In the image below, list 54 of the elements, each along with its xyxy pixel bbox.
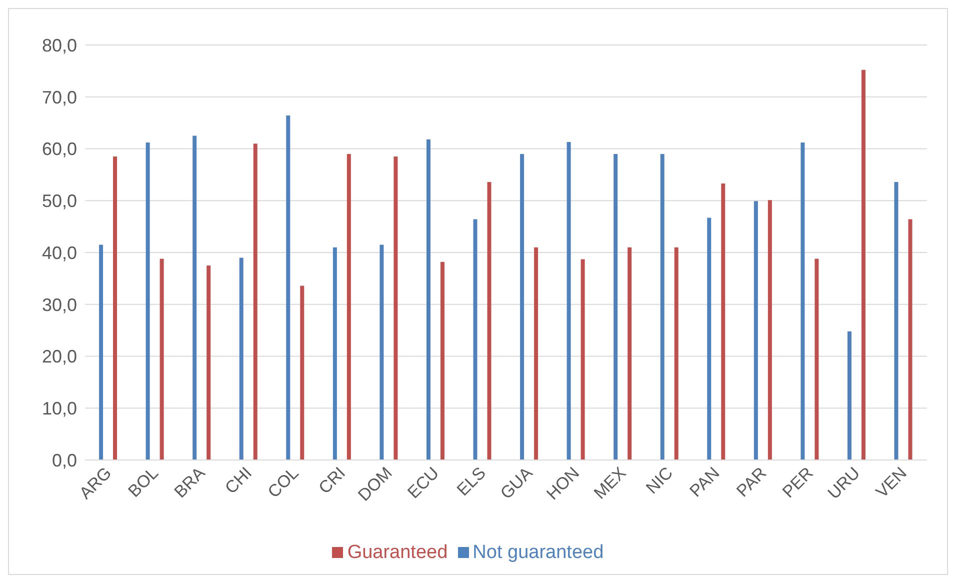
- bar: [332, 247, 337, 460]
- bar: [520, 154, 524, 460]
- y-tick-label: 50,0: [42, 191, 77, 212]
- bar: [346, 154, 351, 460]
- bar: [146, 142, 150, 460]
- bar: [754, 201, 758, 460]
- bar: [192, 136, 197, 460]
- y-tick-label: 30,0: [42, 294, 77, 315]
- bar: [394, 156, 398, 460]
- x-tick-label: CHI: [221, 463, 256, 498]
- bar: [380, 244, 384, 460]
- legend-label: Not guaranteed: [472, 542, 604, 563]
- bar: [721, 184, 726, 460]
- y-tick-label: 70,0: [42, 87, 77, 108]
- bar: [768, 200, 772, 460]
- bar: [566, 142, 571, 460]
- bar: [800, 142, 805, 460]
- y-tick-label: 10,0: [42, 398, 77, 419]
- bar: [440, 262, 444, 460]
- bar: [286, 116, 290, 460]
- legend-label: Guaranteed: [347, 542, 448, 563]
- bar: [300, 286, 304, 460]
- bar: [426, 139, 430, 460]
- y-tick-label: 20,0: [42, 346, 77, 367]
- bar: [614, 154, 618, 460]
- bar: [534, 247, 538, 460]
- x-tick-label: GUA: [496, 462, 537, 503]
- x-tick-label: ELS: [453, 463, 490, 500]
- bar: [113, 156, 118, 460]
- bar: [99, 244, 104, 460]
- bar: [239, 258, 244, 460]
- x-tick-label: COL: [264, 463, 302, 502]
- bar: [861, 70, 866, 460]
- bar: [707, 218, 712, 460]
- y-tick-label: 80,0: [42, 35, 77, 56]
- bar: [487, 182, 492, 460]
- bar: [253, 144, 258, 460]
- x-tick-label: NIC: [642, 463, 677, 498]
- x-tick-label: BOL: [124, 463, 162, 501]
- bar: [628, 247, 632, 460]
- bar: [660, 154, 664, 460]
- bar: [473, 219, 478, 460]
- bar: [847, 331, 852, 460]
- bar: [894, 182, 898, 460]
- x-tick-label: CRI: [314, 463, 350, 498]
- bar: [908, 219, 912, 460]
- y-tick-label: 60,0: [42, 139, 77, 160]
- y-tick-label: 40,0: [42, 242, 77, 263]
- bar: [674, 247, 678, 460]
- bar: [580, 259, 585, 460]
- y-tick-label: 0,0: [52, 450, 77, 470]
- bar: [206, 265, 211, 460]
- bar: [160, 258, 164, 460]
- bar: [814, 258, 819, 460]
